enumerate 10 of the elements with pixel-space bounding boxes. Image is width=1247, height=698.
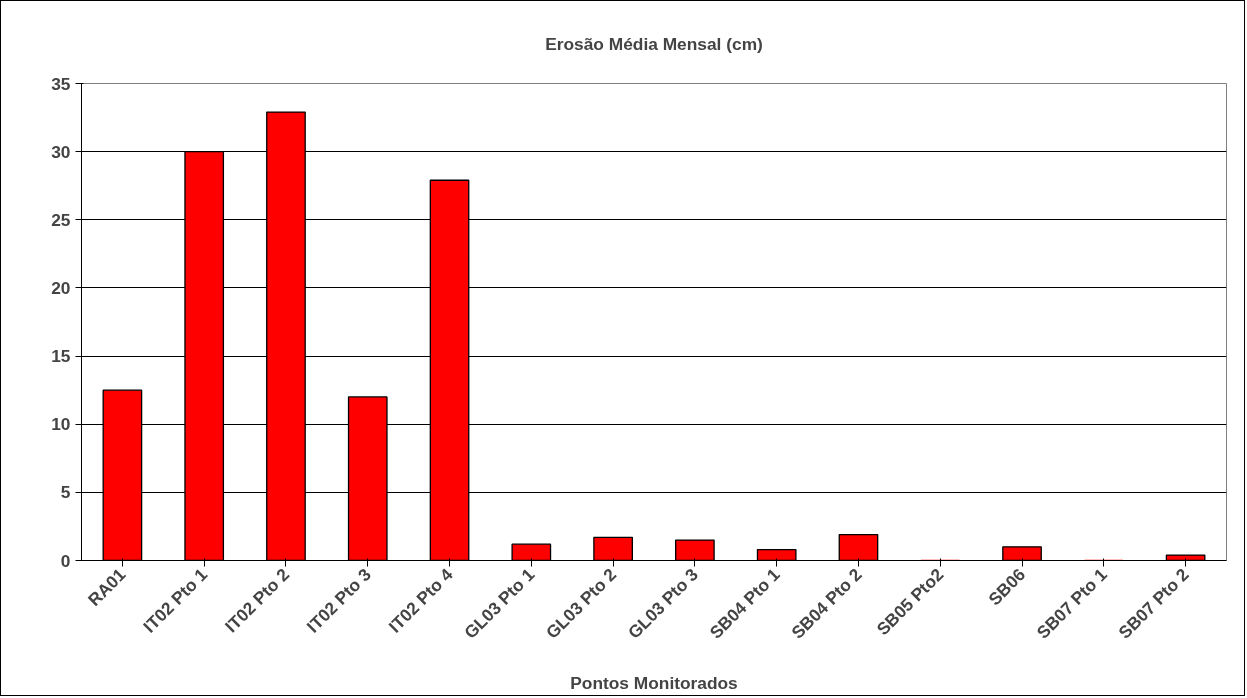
y-tick-label: 35 <box>51 73 71 94</box>
y-tick-label: 30 <box>51 141 71 162</box>
x-axis-title: Pontos Monitorados <box>570 672 738 693</box>
y-tick-label: 5 <box>60 482 71 503</box>
y-tick-label: 25 <box>51 209 71 230</box>
y-tick-label: 0 <box>60 550 71 571</box>
y-tick-label: 10 <box>51 414 71 435</box>
y-tick-label: 20 <box>51 277 71 298</box>
chart-title: Erosão Média Mensal (cm) <box>545 33 763 54</box>
y-tick-label: 15 <box>51 346 71 367</box>
